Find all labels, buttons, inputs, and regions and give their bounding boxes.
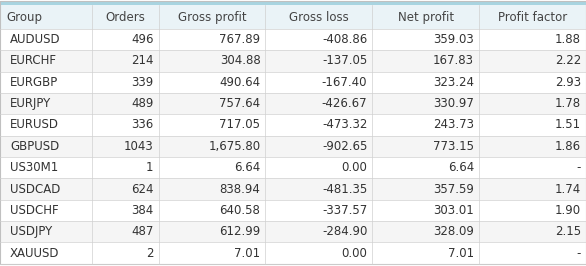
Text: 624: 624: [131, 182, 154, 196]
Text: 1.90: 1.90: [555, 204, 581, 217]
Text: USDJPY: USDJPY: [10, 225, 52, 238]
Text: GBPUSD: GBPUSD: [10, 140, 59, 153]
Text: 6.64: 6.64: [234, 161, 260, 174]
Text: 214: 214: [131, 54, 154, 67]
Text: 757.64: 757.64: [219, 97, 260, 110]
Text: -902.65: -902.65: [322, 140, 367, 153]
Bar: [0, 178, 586, 200]
Text: -: -: [577, 247, 581, 260]
Text: 328.09: 328.09: [433, 225, 474, 238]
Text: 1.88: 1.88: [555, 33, 581, 46]
Text: 0.00: 0.00: [342, 247, 367, 260]
Text: 359.03: 359.03: [434, 33, 474, 46]
Text: USDCAD: USDCAD: [10, 182, 60, 196]
Text: 1: 1: [146, 161, 154, 174]
Text: USDCHF: USDCHF: [10, 204, 59, 217]
Text: 490.64: 490.64: [219, 76, 260, 89]
Text: 167.83: 167.83: [433, 54, 474, 67]
Bar: [0, 136, 586, 157]
Text: XAUUSD: XAUUSD: [10, 247, 60, 260]
Text: 489: 489: [131, 97, 154, 110]
Text: 1043: 1043: [124, 140, 154, 153]
Bar: [0, 200, 586, 221]
Text: 2.22: 2.22: [555, 54, 581, 67]
Text: -426.67: -426.67: [322, 97, 367, 110]
Text: 384: 384: [131, 204, 154, 217]
Text: Gross profit: Gross profit: [178, 11, 246, 24]
Text: 717.05: 717.05: [219, 118, 260, 131]
Bar: [0, 5, 586, 29]
Text: EURCHF: EURCHF: [10, 54, 57, 67]
Text: Net profit: Net profit: [398, 11, 454, 24]
Bar: [0, 50, 586, 72]
Text: 336: 336: [131, 118, 154, 131]
Text: US30M1: US30M1: [10, 161, 58, 174]
Text: 487: 487: [131, 225, 154, 238]
Text: -: -: [577, 161, 581, 174]
Text: 330.97: 330.97: [433, 97, 474, 110]
Text: Group: Group: [6, 11, 42, 24]
Text: 2.15: 2.15: [555, 225, 581, 238]
Text: 612.99: 612.99: [219, 225, 260, 238]
Text: 303.01: 303.01: [434, 204, 474, 217]
Bar: [0, 243, 586, 264]
Text: 1.86: 1.86: [555, 140, 581, 153]
Text: Profit factor: Profit factor: [498, 11, 567, 24]
Text: -284.90: -284.90: [322, 225, 367, 238]
Text: EURJPY: EURJPY: [10, 97, 51, 110]
Text: 0.00: 0.00: [342, 161, 367, 174]
Bar: [0, 221, 586, 243]
Text: 323.24: 323.24: [433, 76, 474, 89]
Text: -473.32: -473.32: [322, 118, 367, 131]
Bar: [0, 72, 586, 93]
Text: 1,675.80: 1,675.80: [208, 140, 260, 153]
Text: 243.73: 243.73: [433, 118, 474, 131]
Text: AUDUSD: AUDUSD: [10, 33, 60, 46]
Text: 7.01: 7.01: [234, 247, 260, 260]
Text: 6.64: 6.64: [448, 161, 474, 174]
Text: -481.35: -481.35: [322, 182, 367, 196]
Text: 7.01: 7.01: [448, 247, 474, 260]
Text: 640.58: 640.58: [220, 204, 260, 217]
Text: 304.88: 304.88: [220, 54, 260, 67]
Text: 2.93: 2.93: [555, 76, 581, 89]
Text: -137.05: -137.05: [322, 54, 367, 67]
Text: -408.86: -408.86: [322, 33, 367, 46]
Text: 357.59: 357.59: [433, 182, 474, 196]
Text: -167.40: -167.40: [322, 76, 367, 89]
Text: 2: 2: [146, 247, 154, 260]
Bar: [0, 93, 586, 114]
Text: 838.94: 838.94: [220, 182, 260, 196]
Text: 773.15: 773.15: [433, 140, 474, 153]
Bar: [0, 1, 586, 5]
Bar: [0, 157, 586, 178]
Text: Gross loss: Gross loss: [289, 11, 349, 24]
Bar: [0, 29, 586, 50]
Text: EURUSD: EURUSD: [10, 118, 59, 131]
Text: 339: 339: [131, 76, 154, 89]
Text: 496: 496: [131, 33, 154, 46]
Text: 1.78: 1.78: [555, 97, 581, 110]
Text: 1.74: 1.74: [555, 182, 581, 196]
Text: -337.57: -337.57: [322, 204, 367, 217]
Text: EURGBP: EURGBP: [10, 76, 58, 89]
Text: Orders: Orders: [105, 11, 145, 24]
Text: 767.89: 767.89: [219, 33, 260, 46]
Text: 1.51: 1.51: [555, 118, 581, 131]
Bar: [0, 114, 586, 136]
